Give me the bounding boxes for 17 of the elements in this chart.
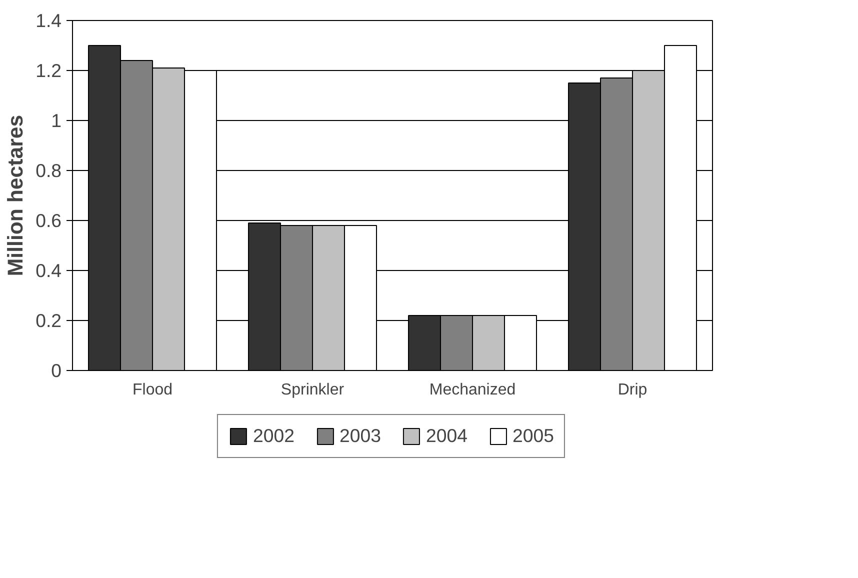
y-tick-label: 0.4 (36, 260, 62, 281)
x-tick-label: Drip (618, 382, 648, 398)
x-tick-label: Mechanized (429, 382, 516, 398)
legend-label: 2005 (512, 425, 554, 447)
y-tick-label: 1.2 (36, 60, 62, 81)
y-tick-label: 1 (51, 110, 62, 131)
legend-label: 2003 (339, 425, 381, 447)
x-tick-label: Flood (132, 382, 173, 398)
y-tick-label: 0.2 (36, 310, 62, 331)
y-tick-label: 0.8 (36, 160, 62, 181)
legend-label: 2004 (426, 425, 468, 447)
y-tick-label: 0.6 (36, 210, 62, 231)
y-tick-label: 0 (51, 360, 62, 381)
x-tick-label: Sprinkler (280, 382, 345, 398)
y-tick-label: 1.4 (36, 10, 62, 31)
legend-label: 2002 (252, 425, 294, 447)
y-axis-title: Million hectares (4, 114, 28, 276)
